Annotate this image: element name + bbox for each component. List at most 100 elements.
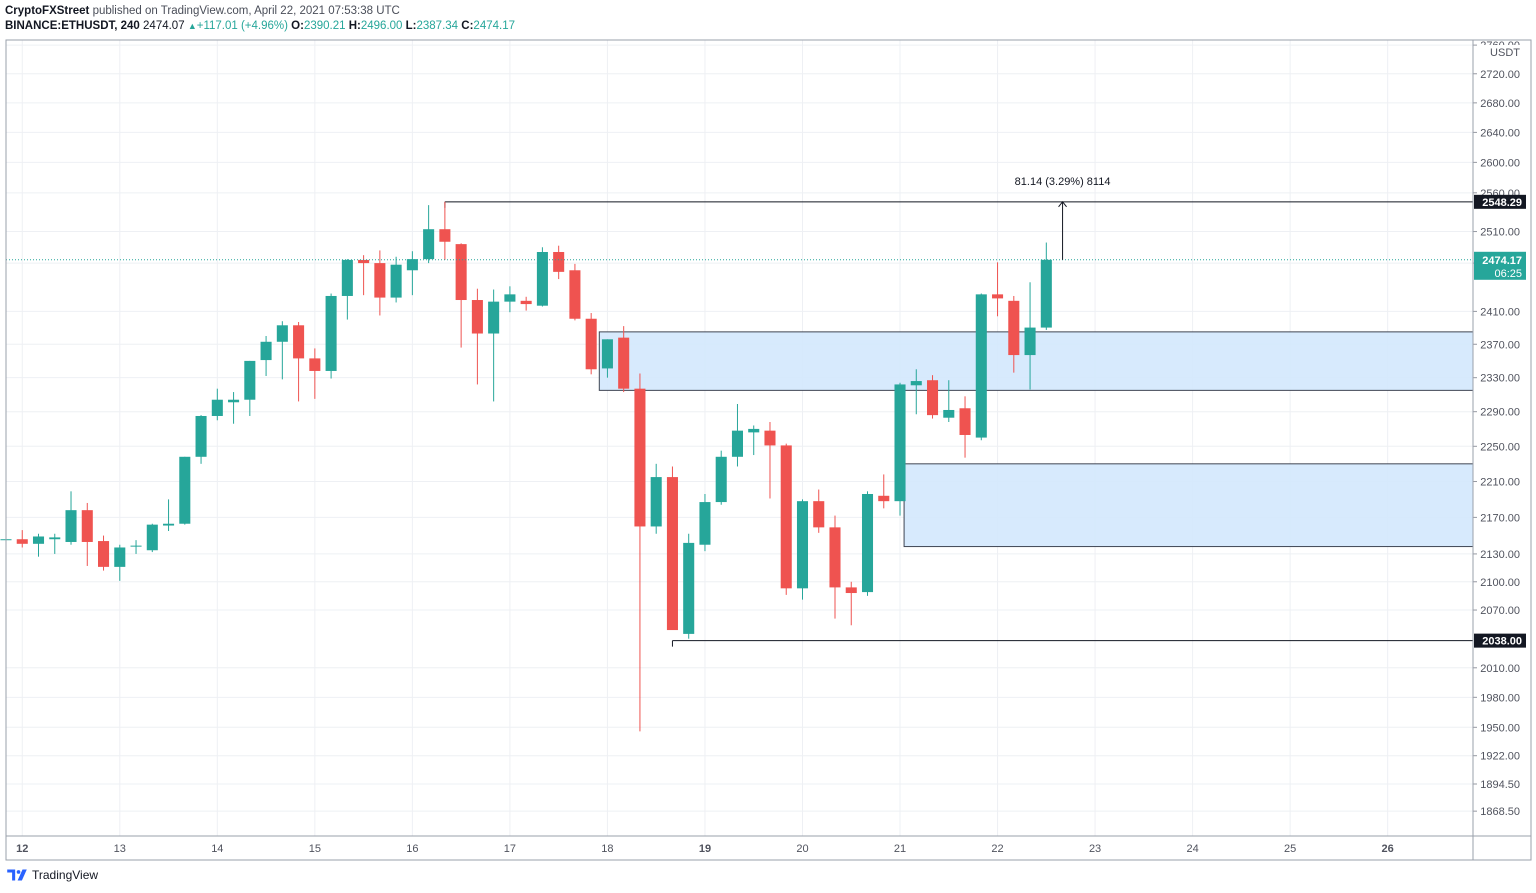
brand-label[interactable]: TradingView <box>32 868 99 882</box>
candle[interactable] <box>309 348 321 399</box>
candle[interactable] <box>520 296 532 311</box>
candle[interactable] <box>715 450 727 505</box>
candle[interactable] <box>455 243 467 348</box>
candle[interactable] <box>260 335 272 377</box>
candle[interactable] <box>650 463 662 534</box>
candle[interactable] <box>276 321 288 380</box>
candle[interactable] <box>114 544 126 581</box>
candle[interactable] <box>179 456 191 525</box>
candle[interactable] <box>211 388 223 421</box>
candle[interactable] <box>601 339 613 378</box>
candle[interactable] <box>293 322 305 402</box>
candle[interactable] <box>813 489 825 533</box>
candle[interactable] <box>536 247 548 307</box>
candle[interactable] <box>748 425 760 456</box>
up-arrow-icon: ▲ <box>187 21 197 31</box>
candle[interactable] <box>553 245 565 280</box>
candle-body <box>244 360 256 400</box>
candle[interactable] <box>683 533 695 639</box>
candle[interactable] <box>796 499 809 600</box>
candle[interactable] <box>244 360 256 416</box>
candle-body <box>293 325 305 359</box>
candle[interactable] <box>130 540 142 554</box>
candle[interactable] <box>585 313 597 375</box>
candle[interactable] <box>618 326 630 393</box>
candle[interactable] <box>894 382 906 516</box>
candle[interactable] <box>845 581 857 626</box>
candle-body <box>504 294 516 302</box>
candle-body <box>114 547 126 567</box>
candle[interactable] <box>32 533 45 557</box>
y-tick-label: 2100.00 <box>1480 577 1520 589</box>
candle[interactable] <box>878 474 890 509</box>
candle[interactable] <box>390 256 402 303</box>
candle[interactable] <box>780 443 792 595</box>
candle-body <box>926 380 939 416</box>
open-label: O: <box>291 20 304 32</box>
candle-body <box>601 339 613 369</box>
candle[interactable] <box>406 251 418 296</box>
candle[interactable] <box>959 396 971 458</box>
candle[interactable] <box>569 263 581 321</box>
candle[interactable] <box>861 491 874 596</box>
upper-demand-zone <box>598 331 1474 391</box>
candle[interactable] <box>731 403 743 467</box>
candle[interactable] <box>504 286 516 313</box>
candles[interactable] <box>0 201 1052 732</box>
candle[interactable] <box>146 523 158 553</box>
x-tick-label: 15 <box>309 843 321 855</box>
candle[interactable] <box>374 250 386 316</box>
candle-body <box>146 524 158 551</box>
measure-label: 81.14 (3.29%) 8114 <box>1015 176 1111 188</box>
candle[interactable] <box>358 255 370 296</box>
candle[interactable] <box>325 293 337 379</box>
candle[interactable] <box>488 289 500 402</box>
candle[interactable] <box>341 259 353 320</box>
candle[interactable] <box>1008 295 1020 373</box>
candle[interactable] <box>65 491 77 545</box>
candle[interactable] <box>423 205 435 264</box>
close-label: C: <box>461 20 474 32</box>
y-tick-label: 1950.00 <box>1480 722 1520 734</box>
publish-date: published on TradingView.com, April 22, … <box>92 5 400 17</box>
candle[interactable] <box>163 499 175 532</box>
candle-body <box>780 445 792 589</box>
candle[interactable] <box>1040 242 1052 330</box>
x-tick-label: 14 <box>211 843 223 855</box>
candle[interactable] <box>910 369 922 415</box>
candle-body <box>731 430 743 457</box>
candle[interactable] <box>699 493 711 552</box>
symbol-label: BINANCE:ETHUSDT, 240 <box>5 20 140 32</box>
high-level-label: 2548.29 <box>1482 197 1522 209</box>
candle-body <box>228 399 240 403</box>
candle-body <box>666 477 678 631</box>
change-value: +117.01 (+4.96%) <box>196 20 288 32</box>
last-price-label: 2474.17 <box>1482 255 1522 267</box>
candle[interactable] <box>16 530 28 548</box>
candle-body <box>1040 259 1052 328</box>
candle[interactable] <box>992 262 1004 317</box>
candle[interactable] <box>829 515 841 619</box>
candle[interactable] <box>926 375 939 419</box>
candle-body <box>861 493 874 593</box>
candle[interactable] <box>975 293 987 441</box>
candle[interactable] <box>634 373 646 732</box>
currency-label-bg <box>1480 45 1524 59</box>
candle[interactable] <box>764 422 776 499</box>
candle[interactable] <box>81 502 93 566</box>
candle[interactable] <box>471 288 483 385</box>
candle[interactable] <box>228 392 240 424</box>
candle[interactable] <box>666 466 678 631</box>
candle[interactable] <box>98 535 110 571</box>
candle[interactable] <box>1024 282 1036 390</box>
candle-body <box>585 318 597 370</box>
low-label: L: <box>405 20 417 32</box>
candle[interactable] <box>49 533 61 554</box>
candle[interactable] <box>943 380 955 423</box>
price-chart[interactable]: 81.14 (3.29%) 8114 2760.002720.002680.00… <box>0 0 1536 862</box>
author-name[interactable]: CryptoFXStreet <box>5 5 90 17</box>
candle-body <box>130 545 142 547</box>
candle-body <box>406 259 418 271</box>
candle[interactable] <box>439 201 451 260</box>
candle[interactable] <box>195 415 207 464</box>
